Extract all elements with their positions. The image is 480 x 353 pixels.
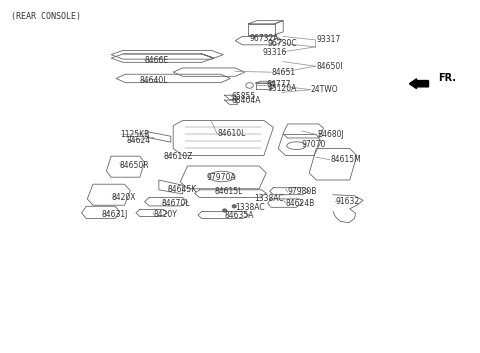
Text: 64777: 64777 bbox=[266, 80, 290, 89]
Text: 84631J: 84631J bbox=[102, 210, 128, 219]
Text: 84610L: 84610L bbox=[217, 129, 245, 138]
Text: FR.: FR. bbox=[438, 73, 456, 83]
Text: 84624: 84624 bbox=[126, 136, 151, 145]
Text: 97070: 97070 bbox=[301, 140, 325, 149]
Text: 91632: 91632 bbox=[336, 197, 360, 205]
Text: (REAR CONSOLE): (REAR CONSOLE) bbox=[11, 12, 81, 21]
Text: 93316: 93316 bbox=[263, 48, 287, 57]
Text: 1338AC: 1338AC bbox=[254, 194, 284, 203]
Circle shape bbox=[232, 205, 236, 208]
Text: 96732A: 96732A bbox=[250, 34, 279, 43]
Circle shape bbox=[223, 209, 227, 212]
Text: 8420Y: 8420Y bbox=[153, 210, 177, 219]
Text: 84610Z: 84610Z bbox=[164, 152, 193, 161]
Text: B4680J: B4680J bbox=[317, 130, 344, 139]
Text: 84650I: 84650I bbox=[316, 62, 343, 71]
Text: 8420X: 8420X bbox=[111, 193, 136, 202]
Text: 95120A: 95120A bbox=[268, 84, 297, 94]
Text: 84640L: 84640L bbox=[140, 76, 168, 85]
FancyArrow shape bbox=[409, 79, 429, 89]
Text: 68404A: 68404A bbox=[231, 96, 261, 105]
Text: 84624B: 84624B bbox=[285, 199, 314, 208]
Text: 97980B: 97980B bbox=[288, 187, 317, 196]
Text: 84670L: 84670L bbox=[162, 199, 190, 208]
Text: 1338AC: 1338AC bbox=[235, 203, 265, 212]
Text: 93317: 93317 bbox=[316, 35, 341, 44]
Text: 84650R: 84650R bbox=[120, 161, 149, 170]
Text: 84635A: 84635A bbox=[225, 210, 254, 220]
Text: 96730C: 96730C bbox=[268, 39, 297, 48]
Text: 84615L: 84615L bbox=[214, 187, 242, 196]
Text: 1125KB: 1125KB bbox=[120, 130, 149, 139]
Text: 24TWO: 24TWO bbox=[311, 85, 338, 94]
Text: 84645K: 84645K bbox=[168, 185, 197, 194]
Text: 97970A: 97970A bbox=[206, 173, 236, 182]
Text: 8466E: 8466E bbox=[144, 56, 168, 65]
Text: 84651: 84651 bbox=[271, 68, 295, 77]
Text: 65855: 65855 bbox=[231, 92, 256, 101]
Text: 84615M: 84615M bbox=[331, 155, 361, 164]
